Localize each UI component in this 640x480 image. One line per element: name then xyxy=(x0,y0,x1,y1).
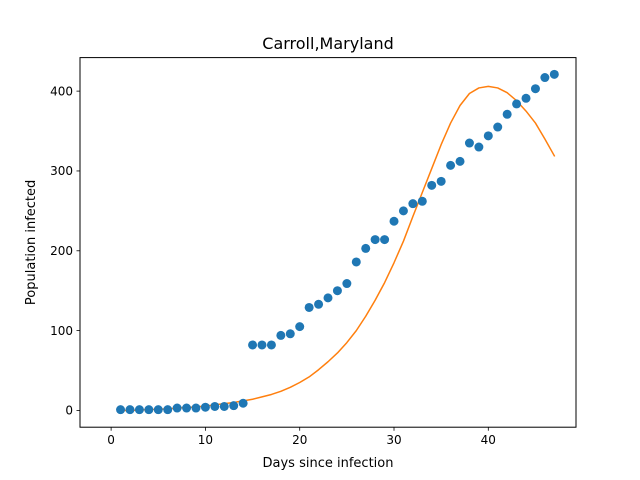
data-point xyxy=(512,99,522,109)
y-tick-label: 200 xyxy=(50,244,73,258)
y-axis-label: Population infected xyxy=(24,180,39,305)
chart-title: Carroll,Maryland xyxy=(262,34,393,53)
data-point xyxy=(285,329,295,339)
plot-frame xyxy=(79,57,577,428)
data-point xyxy=(483,131,493,141)
data-point xyxy=(493,122,503,132)
x-tick-label: 10 xyxy=(198,433,213,447)
data-point xyxy=(125,405,135,415)
data-point xyxy=(238,398,248,408)
data-point xyxy=(314,299,324,309)
y-ticks: 0 100 200 300 400 xyxy=(50,84,80,418)
data-point xyxy=(210,401,220,411)
x-axis-label: Days since infection xyxy=(263,456,394,471)
x-tick-label: 30 xyxy=(386,433,401,447)
data-point xyxy=(474,142,484,152)
data-point xyxy=(370,235,380,245)
data-point xyxy=(455,156,465,166)
data-point xyxy=(530,84,540,94)
data-point xyxy=(182,403,192,413)
data-point xyxy=(521,93,531,103)
x-tick-label: 40 xyxy=(481,433,496,447)
series-layer xyxy=(116,69,559,415)
data-point xyxy=(229,401,239,411)
data-point xyxy=(464,138,474,148)
data-point xyxy=(436,176,446,186)
data-point xyxy=(361,243,371,253)
data-point xyxy=(276,330,286,340)
data-point xyxy=(502,109,512,119)
data-point xyxy=(257,340,267,350)
x-ticks: 0 10 20 30 40 xyxy=(107,427,496,447)
data-point xyxy=(408,199,418,209)
data-point xyxy=(549,69,559,79)
data-point xyxy=(153,405,163,415)
y-tick-label: 300 xyxy=(50,164,73,178)
data-point xyxy=(540,73,550,83)
data-point xyxy=(200,402,210,412)
data-point xyxy=(134,405,144,415)
y-tick-label: 100 xyxy=(50,324,73,338)
y-tick-label: 0 xyxy=(65,404,73,418)
data-point xyxy=(266,340,276,350)
data-point xyxy=(351,257,361,267)
data-point xyxy=(304,302,314,312)
data-point xyxy=(380,235,390,245)
y-tick-label: 400 xyxy=(50,84,73,98)
data-point xyxy=(163,405,173,415)
data-point xyxy=(295,322,305,332)
x-tick-label: 20 xyxy=(292,433,307,447)
data-point xyxy=(342,279,352,289)
data-point xyxy=(248,340,258,350)
data-point xyxy=(389,216,399,226)
data-point xyxy=(332,286,342,296)
data-point xyxy=(116,405,126,415)
data-point xyxy=(191,403,201,413)
data-point xyxy=(446,160,456,170)
x-tick-label: 0 xyxy=(107,433,115,447)
data-point xyxy=(427,180,437,190)
data-point xyxy=(144,405,154,415)
data-point xyxy=(417,196,427,206)
data-point xyxy=(323,293,333,303)
data-point xyxy=(398,206,408,216)
data-point xyxy=(219,401,229,411)
data-point xyxy=(172,403,182,413)
